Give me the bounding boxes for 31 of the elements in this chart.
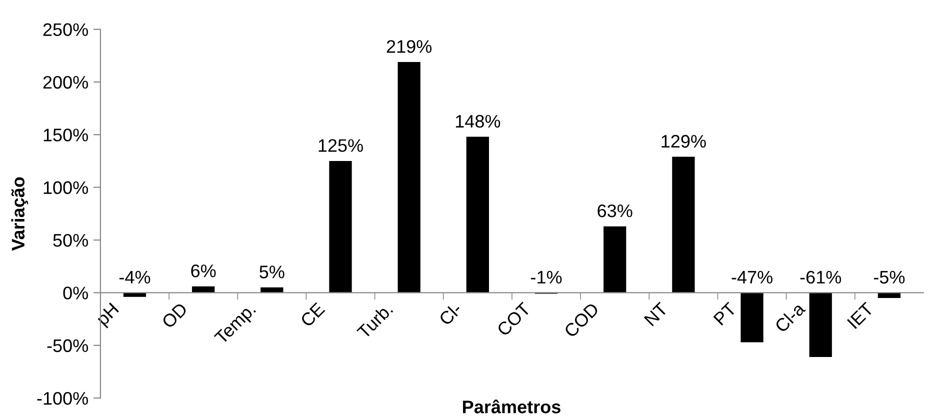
data-label: 219% xyxy=(386,40,432,53)
y-tick-label: 200% xyxy=(43,76,88,89)
x-tick-label: IET xyxy=(846,302,874,329)
x-tick-label: Turb. xyxy=(356,302,394,340)
data-label: -4% xyxy=(119,270,150,284)
y-tick-label: -100% xyxy=(37,392,88,405)
data-label: 5% xyxy=(260,266,284,278)
x-tick-label: pH xyxy=(96,302,122,328)
y-tick-label: 250% xyxy=(43,23,88,36)
data-label: 129% xyxy=(662,134,706,148)
x-tick-label: NT xyxy=(644,302,668,326)
x-tick-label: Cl- xyxy=(438,302,462,326)
data-label: -5% xyxy=(874,270,905,284)
data-label: 125% xyxy=(318,139,363,152)
y-tick-label: 150% xyxy=(44,128,88,142)
x-tick-label: PT xyxy=(713,302,737,326)
y-tick-label: 100% xyxy=(44,181,88,194)
y-tick-label: 50% xyxy=(53,234,88,247)
x-tick-label: CE xyxy=(300,302,326,328)
data-label: 148% xyxy=(456,114,500,128)
data-label: -61% xyxy=(800,270,842,284)
x-tick-label: Cl-a xyxy=(774,301,806,334)
data-label: -1% xyxy=(531,270,562,284)
data-label: 63% xyxy=(598,204,632,218)
x-tick-label: OD xyxy=(161,302,188,329)
y-tick-label: 0% xyxy=(63,286,88,300)
y-tick-label: -50% xyxy=(47,339,88,352)
data-label: -47% xyxy=(732,270,772,284)
x-axis-title: Parâmetros xyxy=(463,400,560,414)
data-label: 6% xyxy=(191,264,216,278)
y-axis-title: Variação xyxy=(11,177,28,251)
